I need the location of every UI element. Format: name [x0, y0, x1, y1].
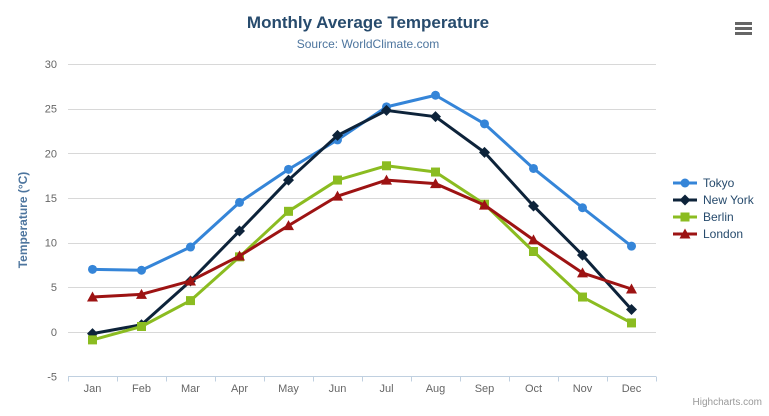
y-axis-label: 25	[45, 104, 57, 116]
series-london-line[interactable]	[91, 178, 633, 299]
series-new-york-point-dec[interactable]	[626, 304, 637, 316]
series-london-point-feb[interactable]	[136, 288, 147, 299]
series-new-york-point-sep[interactable]	[479, 146, 490, 158]
series-new-york-point-may[interactable]	[283, 174, 294, 186]
series-tokyo-point-oct[interactable]	[529, 163, 538, 173]
x-axis-label: Oct	[525, 383, 542, 395]
x-axis-label: Mar	[181, 383, 200, 395]
legend-item-tokyo[interactable]: Tokyo	[672, 176, 754, 190]
series-tokyo-point-sep[interactable]	[480, 119, 489, 129]
series-london-point-nov[interactable]	[577, 267, 588, 278]
y-axis-label: 30	[45, 59, 57, 71]
x-axis-label: Dec	[622, 383, 642, 395]
diamond-marker-icon	[673, 194, 697, 206]
chart-title: Monthly Average Temperature	[246, 13, 490, 32]
y-axis-label: 20	[45, 148, 57, 160]
x-axis-label: Feb	[132, 383, 151, 395]
triangle-marker-icon	[679, 228, 691, 239]
x-axis-label: Aug	[426, 383, 446, 395]
x-axis-label: Jul	[379, 383, 393, 395]
series-group	[87, 90, 637, 345]
series-london-point-dec[interactable]	[626, 283, 637, 294]
y-axis-label: 15	[45, 193, 57, 205]
series-berlin-point-nov[interactable]	[578, 292, 587, 302]
legend-label: London	[703, 227, 744, 241]
legend-item-new-york[interactable]: New York	[672, 193, 754, 207]
legend-label: New York	[703, 193, 754, 207]
legend-label: Tokyo	[703, 176, 735, 190]
x-axis-label: Apr	[231, 383, 248, 395]
series-berlin-line[interactable]	[91, 164, 633, 342]
y-axis-title: Temperature (°C)	[16, 172, 30, 269]
circle-marker-icon	[680, 178, 690, 188]
series-new-york-point-jul[interactable]	[381, 104, 392, 116]
series-london-point-apr[interactable]	[234, 250, 245, 261]
square-marker-icon	[673, 212, 697, 222]
series-berlin-point-may[interactable]	[284, 206, 293, 216]
series-berlin-point-feb[interactable]	[137, 322, 146, 331]
series-london-point-jun[interactable]	[332, 190, 343, 201]
y-axis-label: 10	[45, 238, 57, 250]
hamburger-icon	[735, 26, 752, 30]
circle-marker-icon	[673, 178, 697, 188]
series-tokyo-point-feb[interactable]	[137, 265, 146, 275]
series-berlin-point-jan[interactable]	[88, 335, 97, 345]
hamburger-icon	[735, 21, 752, 25]
series-new-york-point-apr[interactable]	[234, 225, 245, 237]
series-tokyo-point-nov[interactable]	[578, 203, 587, 213]
legend-item-berlin[interactable]: Berlin	[672, 210, 754, 224]
series-tokyo-point-jan[interactable]	[88, 264, 97, 274]
series-london-point-jul[interactable]	[381, 174, 392, 185]
square-marker-icon	[680, 212, 690, 222]
series-london-point-may[interactable]	[283, 220, 294, 231]
x-axis-label: May	[278, 383, 299, 395]
chart-subtitle: Source: WorldClimate.com	[296, 37, 440, 51]
hamburger-icon	[735, 31, 752, 35]
triangle-marker-icon	[673, 228, 697, 239]
series-london-point-mar[interactable]	[185, 275, 196, 286]
series-berlin-point-dec[interactable]	[627, 318, 636, 328]
series-berlin-point-jul[interactable]	[382, 161, 391, 171]
y-axis-label: 5	[51, 282, 57, 294]
series-berlin-point-oct[interactable]	[529, 247, 538, 256]
series-berlin-point-jun[interactable]	[333, 175, 342, 185]
legend-item-london[interactable]: London	[672, 227, 754, 241]
axes	[68, 376, 657, 382]
series-tokyo-point-mar[interactable]	[186, 242, 195, 252]
series-new-york-point-oct[interactable]	[528, 200, 539, 212]
diamond-marker-icon	[679, 194, 691, 206]
series-new-york-point-aug[interactable]	[430, 111, 441, 123]
x-axis-label: Nov	[573, 383, 593, 395]
export-menu-button[interactable]	[735, 20, 753, 36]
series-new-york-point-nov[interactable]	[577, 249, 588, 261]
series-tokyo-point-dec[interactable]	[627, 241, 636, 251]
credits-link[interactable]: Highcharts.com	[692, 397, 762, 408]
legend: Tokyo New York Berlin London	[672, 176, 754, 241]
series-berlin-point-mar[interactable]	[186, 296, 195, 306]
series-berlin-point-aug[interactable]	[431, 167, 440, 177]
x-axis-label: Jan	[84, 383, 102, 395]
series-new-york-line[interactable]	[91, 108, 633, 336]
axis-labels: -5 0 5 10 15 20 25 30 Jan Feb Mar Apr May Jun Jul Aug Se…	[45, 59, 642, 395]
x-axis-label: Sep	[475, 383, 495, 395]
series-tokyo-point-aug[interactable]	[431, 90, 440, 100]
legend-label: Berlin	[703, 210, 734, 224]
x-axis-label: Jun	[329, 383, 347, 395]
y-axis-label: 0	[51, 327, 57, 339]
series-london-point-jan[interactable]	[87, 291, 98, 302]
series-london-point-aug[interactable]	[430, 178, 441, 189]
series-new-york-point-jun[interactable]	[332, 129, 343, 141]
series-london-point-oct[interactable]	[528, 234, 539, 245]
series-tokyo-point-may[interactable]	[284, 164, 293, 174]
series-tokyo-point-apr[interactable]	[235, 197, 244, 207]
y-axis-label: -5	[47, 372, 57, 384]
series-london-point-sep[interactable]	[479, 199, 490, 210]
gridlines	[68, 64, 656, 333]
